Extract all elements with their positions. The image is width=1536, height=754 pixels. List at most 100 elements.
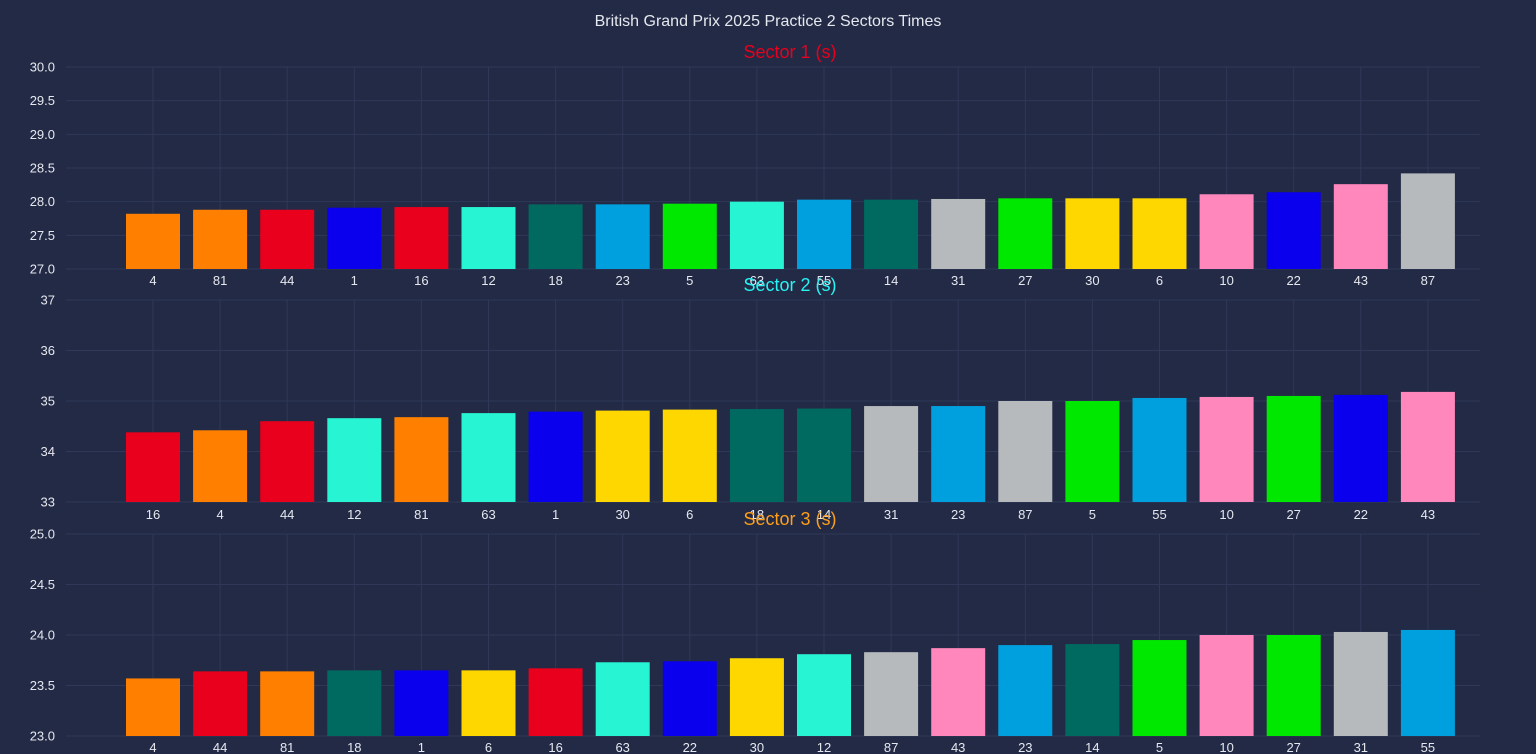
x-tick-label: 31	[951, 273, 965, 288]
sector-panel-3: 23.023.524.024.525.04 44 81 18 1 6 16 63 22 30 12 8…	[30, 509, 1480, 754]
bar-driver-31	[1333, 631, 1388, 736]
y-tick-label: 27.5	[30, 228, 55, 243]
x-tick-label: 22	[683, 740, 697, 754]
bar-driver-30	[595, 410, 650, 502]
bar-driver-12	[797, 654, 851, 736]
bar-driver-44	[260, 421, 315, 502]
bar-driver-5	[1065, 401, 1120, 502]
x-tick-label: 6	[686, 507, 693, 522]
x-tick-label: 30	[1085, 273, 1099, 288]
x-tick-label: 10	[1219, 273, 1233, 288]
bar-driver-44	[193, 671, 248, 736]
x-tick-label: 18	[548, 273, 562, 288]
x-tick-label: 30	[615, 507, 629, 522]
x-tick-label: 6	[485, 740, 492, 754]
y-tick-label: 28.5	[30, 161, 55, 176]
bar-driver-14	[1065, 644, 1120, 736]
sector-3-title: Sector 3 (s)	[743, 509, 836, 529]
bar-driver-27	[1266, 395, 1321, 502]
bar-driver-10	[1199, 635, 1254, 736]
chart-panels: 27.027.528.028.529.029.530.04 81 44 1 16 12 18…	[30, 42, 1480, 754]
x-tick-label: 43	[1354, 273, 1368, 288]
x-tick-label: 81	[414, 507, 428, 522]
x-tick-label: 63	[481, 507, 495, 522]
chart-main-title: British Grand Prix 2025 Practice 2 Secto…	[595, 13, 942, 30]
bar-driver-5	[1132, 640, 1187, 736]
bar-driver-31	[864, 406, 919, 502]
x-tick-label: 5	[1089, 507, 1096, 522]
y-tick-label: 23.5	[30, 678, 55, 693]
x-tick-label: 4	[216, 507, 223, 522]
x-tick-label: 10	[1219, 507, 1233, 522]
x-tick-label: 44	[280, 507, 294, 522]
bar-driver-16	[126, 432, 180, 502]
bar-driver-14	[864, 199, 919, 269]
x-tick-label: 63	[750, 273, 764, 288]
x-tick-label: 81	[213, 273, 227, 288]
bar-driver-22	[662, 661, 717, 736]
bar-driver-14	[797, 408, 851, 502]
x-tick-label: 4	[149, 273, 156, 288]
bar-driver-1	[394, 670, 449, 736]
x-tick-label: 23	[1018, 740, 1032, 754]
x-tick-label: 18	[347, 740, 361, 754]
bar-driver-10	[1199, 396, 1254, 502]
bar-driver-43	[931, 648, 986, 736]
sector-2-title: Sector 2 (s)	[743, 275, 836, 295]
bar-driver-12	[461, 207, 516, 269]
bar-driver-27	[1266, 635, 1321, 736]
y-tick-label: 36	[41, 343, 55, 358]
bar-driver-55	[1400, 629, 1455, 736]
y-tick-label: 35	[41, 394, 55, 409]
bar-driver-5	[662, 203, 717, 269]
sector-1-title: Sector 1 (s)	[743, 42, 836, 62]
bar-driver-6	[461, 670, 516, 736]
x-tick-label: 22	[1354, 507, 1368, 522]
bar-driver-87	[998, 401, 1053, 502]
bar-driver-23	[998, 645, 1053, 736]
y-tick-label: 27.0	[30, 262, 55, 277]
x-tick-label: 31	[884, 507, 898, 522]
bar-driver-10	[1199, 194, 1254, 269]
y-tick-label: 23.0	[30, 729, 55, 744]
bar-driver-30	[1065, 198, 1120, 269]
bar-driver-1	[327, 207, 382, 269]
x-tick-label: 23	[615, 273, 629, 288]
x-tick-label: 43	[951, 740, 965, 754]
bar-driver-22	[1266, 192, 1321, 269]
x-tick-label: 14	[1085, 740, 1099, 754]
x-tick-label: 5	[1156, 740, 1163, 754]
x-tick-label: 1	[418, 740, 425, 754]
x-tick-label: 55	[1421, 740, 1435, 754]
x-tick-label: 12	[817, 740, 831, 754]
y-tick-label: 29.5	[30, 93, 55, 108]
y-tick-label: 29.0	[30, 127, 55, 142]
x-tick-label: 43	[1421, 507, 1435, 522]
bar-driver-63	[729, 201, 784, 269]
x-tick-label: 22	[1286, 273, 1300, 288]
bar-driver-31	[931, 198, 986, 269]
x-tick-label: 14	[817, 507, 831, 522]
bar-driver-4	[126, 213, 180, 269]
bar-driver-6	[1132, 198, 1187, 269]
y-tick-label: 24.5	[30, 577, 55, 592]
bar-driver-43	[1400, 391, 1455, 502]
bar-driver-6	[662, 409, 717, 502]
x-tick-label: 16	[414, 273, 428, 288]
bar-driver-55	[1132, 397, 1187, 502]
bar-driver-1	[528, 411, 583, 502]
y-tick-label: 37	[41, 293, 55, 308]
sector-panel-1: 27.0 27.5 28.0 28.5 29.0 29.5 30.0 4 81 44 1 16 12 18…	[30, 42, 1480, 288]
x-tick-label: 14	[884, 273, 898, 288]
x-tick-label: 4	[149, 740, 156, 754]
bar-driver-30	[729, 658, 784, 736]
bar-driver-16	[394, 207, 449, 269]
x-tick-label: 87	[884, 740, 898, 754]
bar-driver-43	[1333, 184, 1388, 269]
x-tick-label: 31	[1354, 740, 1368, 754]
x-tick-label: 5	[686, 273, 693, 288]
bar-driver-63	[595, 662, 650, 736]
x-tick-label: 12	[481, 273, 495, 288]
